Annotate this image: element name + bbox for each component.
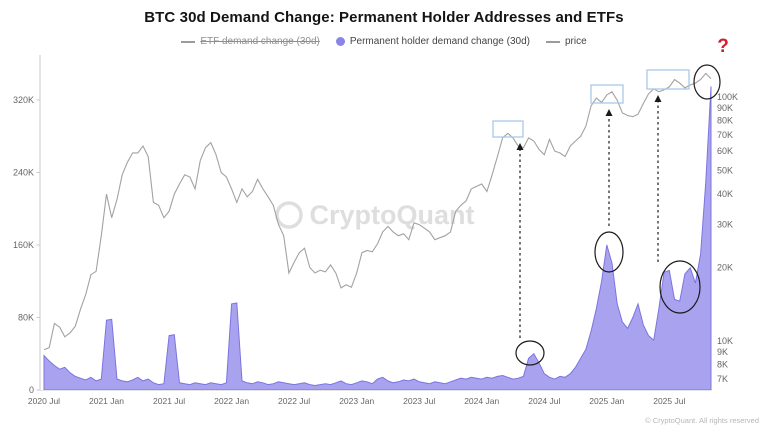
copyright-notice: © CryptoQuant. All rights reserved [645, 416, 759, 425]
legend-label: price [564, 36, 587, 47]
right-tick-label: 90K [717, 103, 733, 113]
dot-swatch-icon [335, 37, 345, 46]
line-swatch-icon [181, 40, 196, 43]
legend-item-price[interactable]: price [545, 36, 587, 47]
x-tick-label: 2023 Jan [339, 396, 374, 406]
legend-label: Permanent holder demand change (30d) [349, 36, 530, 47]
right-tick-label: 20K [717, 263, 733, 273]
demand-area-series [43, 86, 712, 391]
right-tick-label: 30K [717, 220, 733, 230]
right-tick-label: 7K [717, 374, 728, 384]
right-tick-label: 50K [717, 165, 733, 175]
right-tick-label: 8K [717, 360, 728, 370]
legend: ETF demand change (30d) Permanent holder… [0, 36, 768, 47]
right-tick-label: 40K [717, 189, 733, 199]
left-tick-label: 0 [29, 385, 34, 395]
annotation-arrowhead-icon [605, 109, 613, 116]
question-mark-annotation: ? [717, 36, 729, 57]
right-tick-label: 70K [717, 130, 733, 140]
legend-label: ETF demand change (30d) [200, 36, 320, 47]
x-tick-label: 2025 Jan [589, 396, 624, 406]
x-tick-label: 2021 Jul [153, 396, 185, 406]
right-tick-label: 100K [717, 92, 738, 102]
right-tick-label: 60K [717, 146, 733, 156]
x-tick-label: 2025 Jul [653, 396, 685, 406]
annotation-arrowhead-icon [516, 143, 524, 150]
x-tick-label: 2024 Jul [528, 396, 560, 406]
x-tick-label: 2020 Jul [28, 396, 60, 406]
watermark-text: CryptoQuant [310, 200, 475, 230]
chart-title: BTC 30d Demand Change: Permanent Holder … [144, 9, 624, 26]
right-tick-label: 80K [717, 116, 733, 126]
left-tick-label: 80K [18, 313, 34, 323]
annotation-box [646, 69, 690, 90]
left-tick-label: 160K [13, 240, 34, 250]
annotation-box [590, 84, 624, 104]
x-tick-label: 2024 Jan [464, 396, 499, 406]
annotation-circle [659, 260, 701, 314]
right-tick-label: 9K [717, 347, 728, 357]
watermark-logo-icon [275, 201, 303, 229]
annotation-circle [515, 340, 545, 366]
x-tick-label: 2023 Jul [403, 396, 435, 406]
right-tick-label: 10K [717, 336, 733, 346]
price-line-series [43, 72, 712, 351]
annotation-circle [693, 64, 721, 100]
x-tick-label: 2022 Jan [214, 396, 249, 406]
legend-item-permanent-holder-demand[interactable]: Permanent holder demand change (30d) [335, 36, 530, 47]
x-tick-label: 2021 Jan [89, 396, 124, 406]
line-swatch-icon [545, 40, 560, 43]
annotation-circle [594, 231, 624, 273]
x-tick-label: 2022 Jul [278, 396, 310, 406]
left-tick-label: 320K [13, 95, 34, 105]
legend-item-etf-demand[interactable]: ETF demand change (30d) [181, 36, 320, 47]
annotation-box [492, 120, 524, 138]
left-tick-label: 240K [13, 168, 34, 178]
annotation-arrowhead-icon [654, 95, 662, 102]
